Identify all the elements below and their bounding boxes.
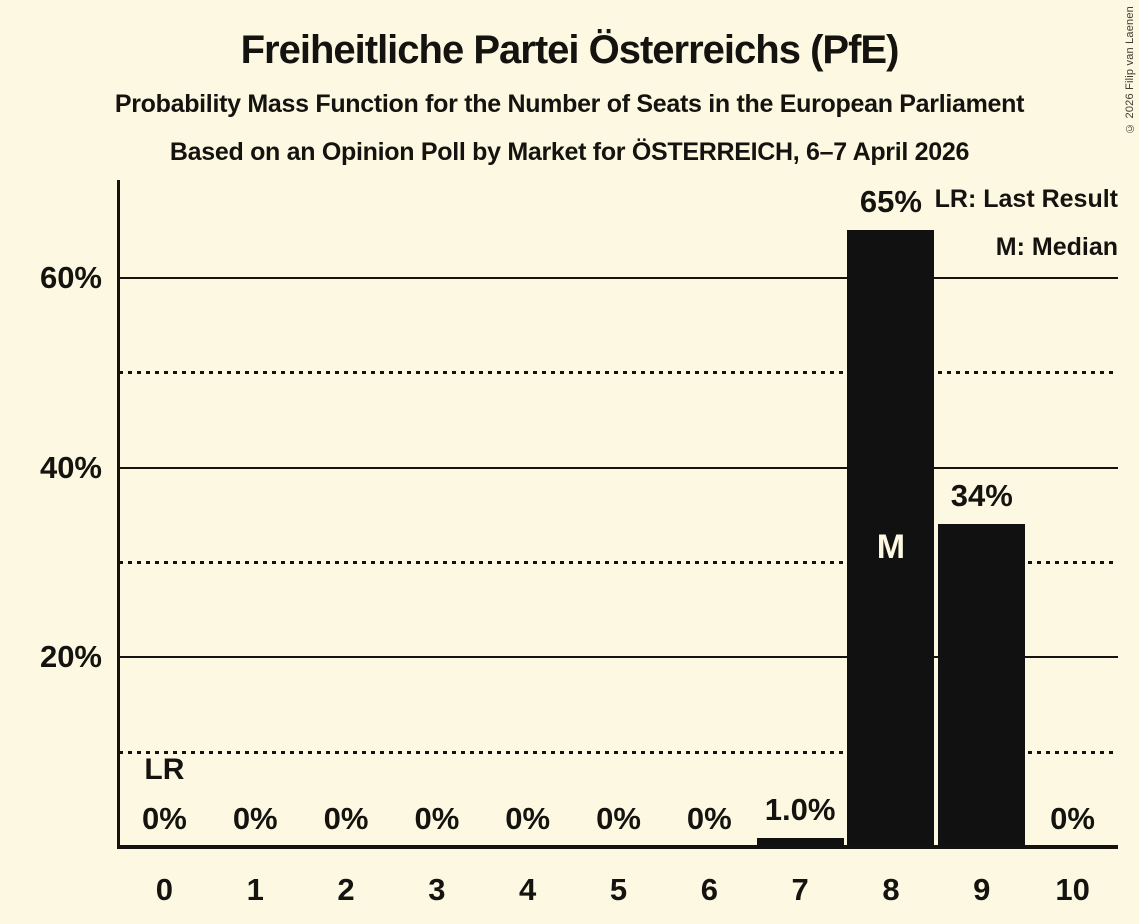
x-tick-2: 2 [337,872,355,907]
chart-title: Freiheitliche Partei Österreichs (PfE) [240,28,900,72]
bar-label-seat-7: 1.0% [764,791,836,827]
gridline-dotted-50 [119,371,1118,375]
bar-label-seat-9: 34% [950,478,1013,514]
y-tick-40: 40% [39,449,102,485]
x-axis-line [117,845,1118,849]
x-tick-1: 1 [246,872,264,907]
gridline-solid-20 [119,656,1118,659]
gridline-dotted-10 [119,750,1118,754]
bar-seat-9 [938,524,1026,847]
median-label: M [876,527,906,566]
y-tick-20: 20% [39,639,102,675]
bar-seat-7 [756,837,844,847]
bar-label-seat-0: 0% [142,801,187,836]
bar-label-seat-4: 0% [505,801,551,836]
x-tick-10: 10 [1055,872,1090,907]
chart-legend: LR: Last Result M: Median [935,184,1118,263]
legend-item-median: M: Median [995,233,1118,261]
bar-seat-8 [847,230,935,847]
bar-label-seat-8: 65% [859,184,922,220]
x-tick-3: 3 [428,872,446,907]
legend-item-last-result: LR: Last Result [934,185,1118,213]
x-tick-5: 5 [609,872,628,907]
chart-subtitle: Probability Mass Function for the Number… [114,90,1025,118]
bar-label-seat-10: 0% [1050,801,1095,836]
last-result-label: LR [144,753,185,787]
bar-label-seat-5: 0% [596,801,641,836]
y-axis-line [117,180,120,849]
bar-label-seat-2: 0% [323,801,369,836]
x-tick-6: 6 [700,872,718,907]
x-tick-7: 7 [791,872,809,907]
x-tick-0: 0 [155,872,174,907]
gridline-dotted-30 [119,560,1118,564]
bar-label-seat-1: 0% [232,801,278,836]
bar-label-seat-3: 0% [414,801,460,836]
y-tick-60: 60% [39,259,102,295]
gridline-solid-60 [119,276,1118,279]
bar-label-seat-6: 0% [686,801,732,836]
chart-source-line: Based on an Opinion Poll by Market for Ö… [169,138,970,166]
x-tick-9: 9 [973,872,991,907]
gridline-solid-40 [119,466,1118,469]
x-tick-4: 4 [519,872,537,907]
x-tick-8: 8 [882,872,900,907]
